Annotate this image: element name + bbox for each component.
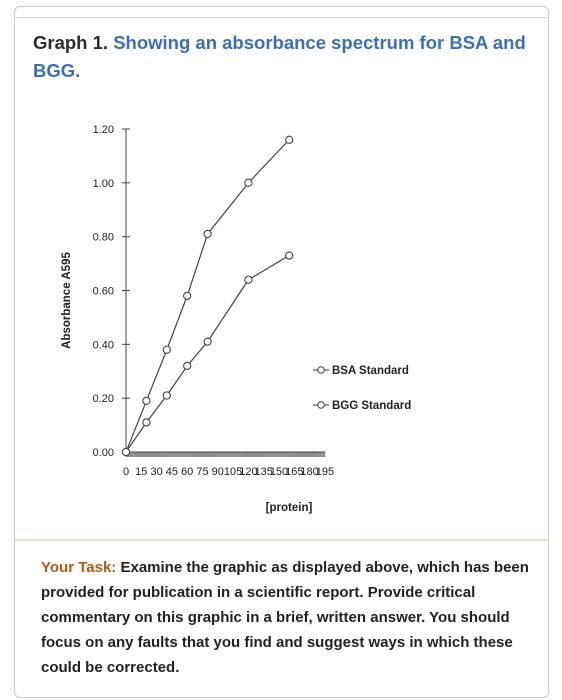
task-label: Your Task: (41, 559, 117, 576)
x-tick-label: 180 (300, 466, 318, 478)
y-tick-label: 0.20 (93, 393, 114, 405)
y-tick-label: 0.00 (93, 447, 114, 459)
y-tick-label: 0.40 (93, 339, 114, 351)
x-tick-label: 0 (123, 466, 129, 478)
legend-marker (317, 401, 325, 409)
data-point (162, 391, 171, 400)
x-tick-label: 195 (316, 466, 334, 478)
x-tick-label: 120 (239, 466, 257, 478)
series-line-1 (125, 139, 290, 453)
graph-label: Graph 1. (33, 32, 109, 53)
y-tick-label: 0.80 (93, 232, 114, 244)
data-point (244, 275, 253, 284)
x-tick-label: 90 (212, 466, 224, 478)
graph-title: Graph 1. Showing an absorbance spectrum … (33, 29, 533, 85)
y-tick-label: 0.60 (93, 286, 114, 298)
legend-label: BGG Standard (332, 400, 411, 412)
top-border (15, 7, 548, 18)
data-point (285, 251, 294, 260)
x-tick-label: 60 (181, 466, 193, 478)
x-tick-label: 45 (166, 466, 178, 478)
content-card: Graph 1. Showing an absorbance spectrum … (14, 6, 549, 698)
data-point (121, 447, 131, 457)
x-tick-label: 15 (135, 466, 147, 478)
task-paragraph: Your Task: Examine the graphic as displa… (41, 555, 541, 680)
data-point (142, 418, 151, 427)
data-point (183, 361, 192, 371)
graph-title-text: Showing an absorbance spectrum for BSA a… (33, 32, 526, 81)
x-axis-title: [protein] (266, 502, 313, 514)
x-tick-label: 165 (285, 466, 303, 478)
legend-label: BSA Standard (332, 365, 409, 377)
data-point (244, 178, 253, 187)
data-point (142, 396, 151, 406)
data-point (285, 135, 294, 144)
chart-area: 0.00 0.20 0.40 0.60 0.80 1.00 1.20 Absorbance A… (15, 107, 548, 537)
task-text: Examine the graphic as displayed above, … (41, 559, 529, 676)
x-tick-label: 75 (196, 466, 208, 478)
x-tick-label: 105 (224, 466, 242, 478)
section-divider (15, 539, 548, 541)
absorbance-chart: 0.00 0.20 0.40 0.60 0.80 1.00 1.20 Absorbance A… (61, 124, 411, 514)
data-point (183, 291, 192, 301)
data-point (162, 345, 171, 354)
legend-marker (317, 366, 325, 374)
data-point (203, 229, 212, 239)
x-tick-label: 150 (270, 466, 288, 478)
data-point (203, 337, 212, 346)
x-tick-label: 135 (255, 466, 273, 478)
y-tick-label: 1.00 (93, 178, 114, 190)
x-tick-label: 30 (150, 466, 162, 478)
y-axis-title: Absorbance A595 (61, 252, 73, 349)
y-tick-label: 1.20 (93, 124, 114, 136)
